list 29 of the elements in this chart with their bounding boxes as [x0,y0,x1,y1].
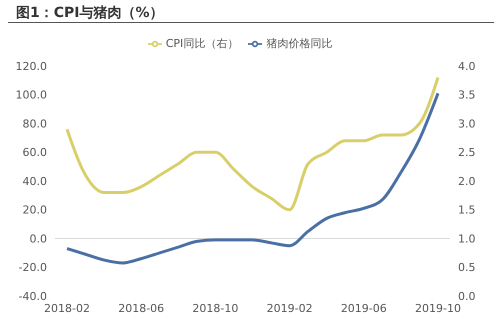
y2-tick-label: 1.0 [458,232,476,246]
y-tick-label: 0.0 [30,232,47,246]
line-series [66,92,440,264]
x-tick-label: 2018-10 [192,302,238,315]
y-tick-label: 100.0 [16,88,47,102]
x-tick-label: 2018-06 [118,302,164,315]
x-tick-label: 2018-02 [44,302,90,315]
y-tick-label: -40.0 [18,290,47,303]
y2-tick-label: 4.0 [458,60,476,73]
y2-tick-label: 3.0 [458,117,476,130]
y2-tick-label: 2.0 [458,174,476,188]
y2-tick-label: 0.5 [458,261,476,274]
legend-label: 猪肉价格同比 [266,37,332,50]
y2-tick-label: 1.5 [458,204,476,217]
x-tick-label: 2019-10 [415,302,461,315]
legend-label: CPI同比（右） [166,37,238,50]
y-tick-label: 20.0 [22,204,47,217]
y-tick-label: 60.0 [22,146,47,160]
y-tick-label: 40.0 [22,174,47,188]
chart-title: 图1：CPI与猪肉（%） [16,4,164,22]
y2-tick-label: 0.0 [458,290,476,303]
y2-tick-label: 2.5 [458,146,476,160]
line-series [66,76,440,212]
y-tick-label: 80.0 [22,117,47,130]
x-tick-label: 2019-02 [266,302,313,315]
x-tick-label: 2019-06 [340,302,387,315]
y-tick-label: 120.0 [16,60,47,73]
y-tick-label: -20.0 [18,261,47,274]
y2-tick-label: 3.5 [458,88,476,102]
